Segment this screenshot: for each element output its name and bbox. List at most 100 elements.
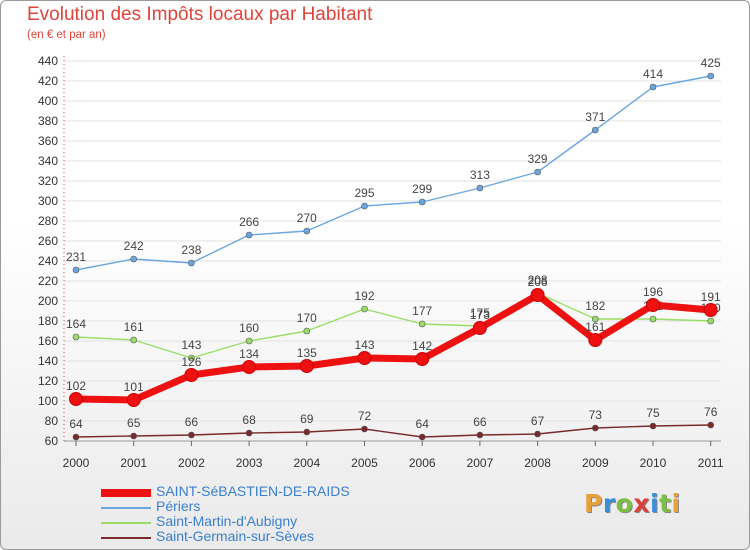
data-point [188,431,195,439]
data-point [476,431,484,439]
data-label: 64 [416,417,430,431]
data-point [130,432,137,440]
logo-letter: t [659,489,672,518]
data-point [72,266,80,274]
data-point [357,351,372,365]
data-point [534,168,541,176]
data-label: 101 [124,380,144,394]
logo-letter: o [615,489,634,518]
x-tick-label: 2001 [120,456,147,470]
logo-letter: x [633,489,650,518]
data-label: 135 [297,346,317,360]
data-point [476,184,484,192]
data-label: 266 [239,215,259,229]
x-tick-label: 2008 [524,456,551,470]
data-label: 160 [239,321,259,335]
x-tick-label: 2002 [178,456,205,470]
data-point [361,425,368,433]
data-label: 270 [297,211,317,225]
series-line [75,291,712,404]
y-tick-label: 400 [38,94,58,108]
data-label: 65 [127,416,141,430]
data-point [188,259,195,267]
data-label: 371 [585,110,605,124]
data-point [415,352,430,366]
legend-label: Saint-Martin-d'Aubigny [156,513,298,529]
data-label: 231 [66,250,86,264]
data-label: 192 [354,289,374,303]
legend-swatch [101,489,151,497]
data-label: 161 [585,320,605,334]
y-tick-label: 440 [38,54,58,68]
data-label: 170 [297,311,317,325]
data-point [299,359,314,373]
y-tick-label: 380 [38,114,58,128]
series-0: 102 101 126 134 135 143 142 173 206 161 196 191 [66,275,721,407]
y-tick-label: 420 [38,74,58,88]
data-point [361,202,368,210]
x-tick-label: 2000 [63,456,90,470]
data-point [418,198,426,206]
data-label: 425 [701,56,721,70]
data-label: 75 [646,406,660,420]
series-1: 231 242 238 266 270 295 299 313 329 371 414 425 [66,56,721,274]
y-tick-label: 140 [38,354,58,368]
data-point [245,231,253,239]
data-label: 299 [412,182,432,196]
data-label: 67 [531,414,545,428]
data-point [245,429,253,437]
data-point [72,333,80,341]
y-tick-label: 240 [38,254,58,268]
y-tick-label: 100 [38,394,58,408]
series-line [75,75,711,271]
data-label: 173 [470,308,490,322]
logo-letter: P [584,489,603,518]
data-point [707,317,715,325]
data-label: 206 [528,275,548,289]
data-label: 295 [354,186,374,200]
data-label: 242 [124,239,144,253]
data-point [69,392,83,406]
data-label: 208 [528,273,548,287]
data-point [303,327,311,335]
data-label: 134 [239,347,259,361]
data-label: 66 [185,415,199,429]
y-tick-label: 260 [38,234,58,248]
data-label: 175 [470,306,490,320]
data-label: 177 [412,304,432,318]
proxiti-logo: Proxiti [584,489,681,518]
data-point [591,126,599,134]
data-point [530,288,545,302]
data-point [418,433,426,441]
x-tick-label: 2010 [640,456,667,470]
data-point [130,255,137,263]
data-label: 66 [473,415,487,429]
data-point [242,360,257,374]
y-tick-label: 160 [38,334,58,348]
data-point [245,337,253,345]
data-point [707,421,715,429]
data-label: 142 [412,339,432,353]
data-point [126,393,141,407]
data-point [646,298,660,312]
x-tick-label: 2009 [582,456,609,470]
data-point [703,303,718,317]
y-tick-label: 360 [38,134,58,148]
y-tick-label: 220 [38,274,58,288]
data-label: 238 [181,243,201,257]
data-point [472,321,487,335]
data-point [188,354,195,362]
series-2: 164161143160170192177175208182182180 [66,273,721,362]
data-point [361,305,368,313]
legend-label: SAINT-SéBASTIEN-DE-RAIDS [156,483,350,499]
x-tick-label: 2003 [236,456,263,470]
x-tick-label: 2007 [467,456,494,470]
data-point [303,227,311,235]
data-point [649,422,657,430]
y-tick-label: 340 [38,154,58,168]
data-label: 143 [354,338,374,352]
series-line [75,424,711,438]
data-label: 76 [704,405,718,419]
legend-swatch [101,522,151,524]
